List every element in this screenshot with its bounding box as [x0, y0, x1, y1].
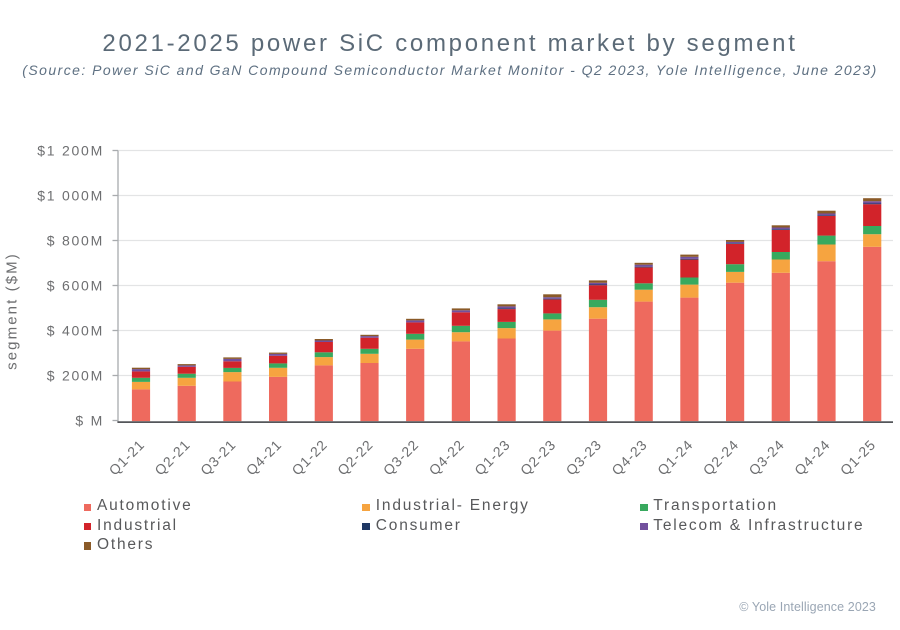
svg-text:Q1-21: Q1-21	[106, 436, 148, 478]
svg-text:Q4-24: Q4-24	[791, 436, 833, 478]
svg-text:Q3-22: Q3-22	[380, 436, 422, 478]
svg-text:Q4-23: Q4-23	[608, 436, 650, 478]
svg-text:segment ($M): segment ($M)	[4, 252, 21, 370]
svg-text:Q4-21: Q4-21	[243, 436, 285, 478]
svg-text:$1 200M: $1 200M	[37, 142, 104, 158]
svg-text:Q3-23: Q3-23	[563, 436, 605, 478]
svg-text:Q1-22: Q1-22	[288, 436, 330, 478]
svg-text:Q2-21: Q2-21	[151, 436, 193, 478]
svg-text:Q3-24: Q3-24	[745, 436, 787, 478]
svg-text:Q3-21: Q3-21	[197, 436, 239, 478]
svg-text:$ M: $ M	[75, 412, 104, 428]
svg-text:Q2-24: Q2-24	[700, 436, 742, 478]
svg-text:Q4-22: Q4-22	[426, 436, 468, 478]
svg-text:Q1-25: Q1-25	[837, 436, 879, 478]
svg-text:Q1-23: Q1-23	[471, 436, 513, 478]
svg-text:$ 600M: $ 600M	[47, 277, 104, 293]
svg-text:Q2-23: Q2-23	[517, 436, 559, 478]
svg-text:$1 000M: $1 000M	[37, 187, 104, 203]
svg-text:$ 400M: $ 400M	[47, 322, 104, 338]
svg-text:Q1-24: Q1-24	[654, 436, 696, 478]
svg-text:$ 800M: $ 800M	[47, 232, 104, 248]
svg-text:$ 200M: $ 200M	[47, 367, 104, 383]
svg-text:Q2-22: Q2-22	[334, 436, 376, 478]
